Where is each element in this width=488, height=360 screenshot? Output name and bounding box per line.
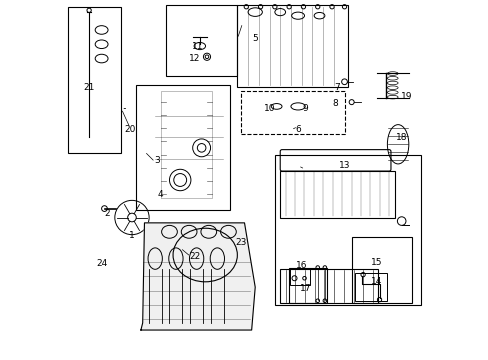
Text: 24: 24: [96, 260, 107, 269]
Bar: [135, 85, 230, 210]
Text: 5: 5: [252, 35, 258, 44]
Text: 18: 18: [395, 132, 407, 141]
Bar: [241, 91, 344, 134]
Text: 3: 3: [154, 156, 160, 165]
Text: 4: 4: [158, 190, 163, 199]
Bar: [237, 5, 347, 87]
Text: 11: 11: [192, 41, 203, 50]
Bar: [280, 269, 378, 303]
Bar: [354, 273, 386, 301]
Text: 9: 9: [302, 104, 307, 113]
Text: 17: 17: [299, 284, 310, 293]
Polygon shape: [141, 223, 255, 330]
Text: 8: 8: [332, 99, 338, 108]
Text: 13: 13: [338, 161, 349, 170]
Text: 16: 16: [295, 261, 307, 270]
Text: 23: 23: [235, 238, 246, 247]
Text: 14: 14: [370, 277, 382, 286]
Text: 7: 7: [334, 83, 340, 92]
Bar: [67, 7, 121, 153]
Text: 12: 12: [188, 54, 200, 63]
Text: 1: 1: [129, 231, 135, 240]
Bar: [289, 269, 309, 285]
Text: 20: 20: [124, 126, 136, 135]
Text: 19: 19: [401, 91, 412, 100]
Bar: [288, 267, 326, 303]
Text: 15: 15: [370, 258, 382, 267]
Text: 22: 22: [188, 252, 200, 261]
Bar: [280, 171, 394, 217]
Text: 2: 2: [104, 210, 110, 219]
Bar: [165, 5, 237, 76]
Bar: [351, 237, 411, 303]
Text: 10: 10: [263, 104, 275, 113]
Text: 6: 6: [295, 126, 300, 135]
Bar: [274, 155, 421, 305]
Text: 21: 21: [83, 83, 95, 92]
